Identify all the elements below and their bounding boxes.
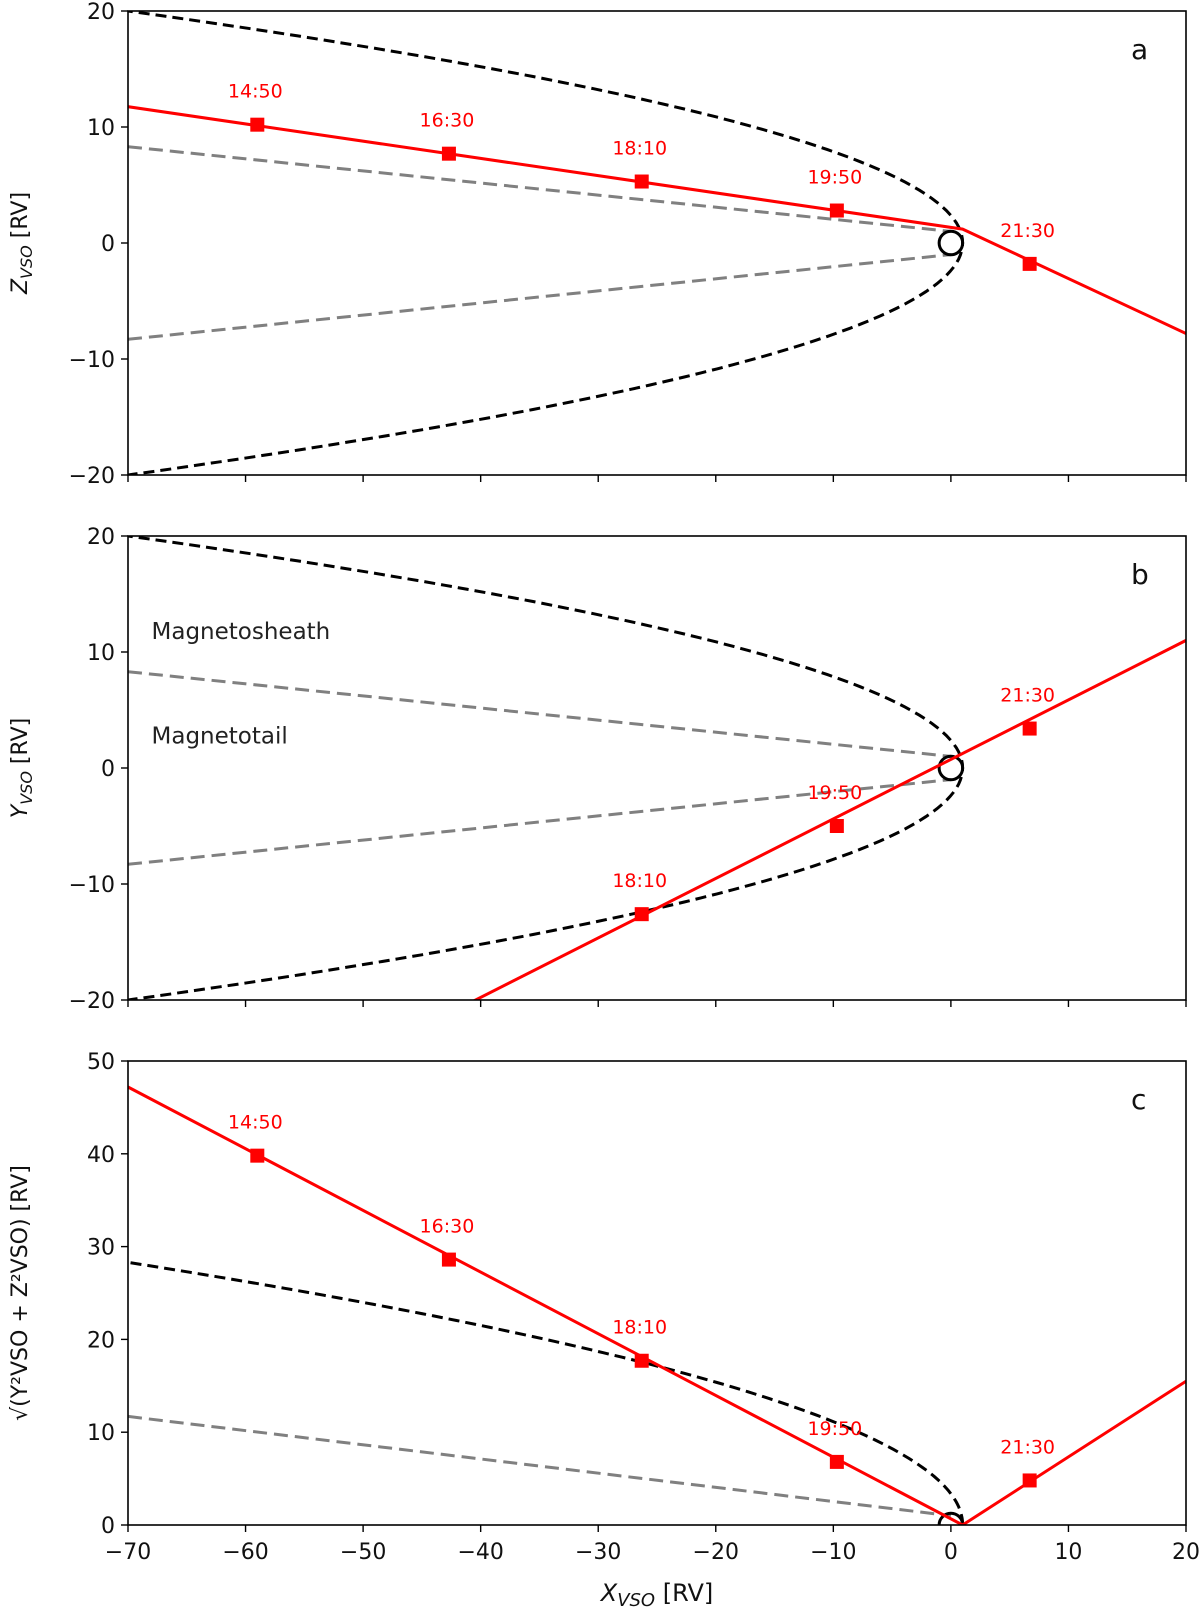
panel-b: 18:10 19:50 21:30 Magnetosheath Magnetotail −… bbox=[8, 525, 1187, 1014]
bow-shock-line bbox=[128, 11, 965, 475]
y-tick-label: 0 bbox=[101, 232, 115, 257]
bow-shock-line bbox=[128, 1260, 965, 1525]
plot-area: 14:50 16:30 18:10 19:50 21:30 bbox=[128, 1085, 1186, 1525]
plot-area: 18:10 19:50 21:30 bbox=[128, 536, 1186, 1000]
trajectory-marker bbox=[250, 1148, 265, 1163]
x-tick-label: 20 bbox=[1172, 1540, 1200, 1565]
marker-time-label: 18:10 bbox=[612, 138, 667, 160]
marker-time-label: 14:50 bbox=[228, 81, 283, 103]
trajectory-marker bbox=[250, 117, 265, 132]
trajectory-marker bbox=[829, 1454, 844, 1469]
marker-time-label: 14:50 bbox=[228, 1112, 283, 1134]
bow-shock-line bbox=[128, 536, 965, 1000]
trajectory-marker bbox=[441, 146, 456, 161]
x-tick-label: −50 bbox=[340, 1540, 386, 1565]
y-tick-label: 10 bbox=[87, 116, 115, 141]
axes-frame bbox=[127, 1060, 1187, 1526]
tail-boundary-upper bbox=[128, 145, 952, 233]
x-tick-label: −70 bbox=[105, 1540, 151, 1565]
region-annotation: Magnetotail bbox=[152, 724, 288, 750]
trajectory-line bbox=[128, 105, 1186, 335]
x-tick-label: −20 bbox=[693, 1540, 739, 1565]
trajectory-marker bbox=[1022, 721, 1037, 736]
y-tick-label: 0 bbox=[101, 1514, 115, 1539]
trajectory-line bbox=[128, 1085, 1186, 1525]
marker-time-label: 21:30 bbox=[1000, 1436, 1055, 1458]
y-tick-label: −10 bbox=[69, 348, 115, 373]
y-tick-label: 20 bbox=[87, 525, 115, 550]
y-tick-label: −10 bbox=[69, 873, 115, 898]
tail-boundary-upper bbox=[128, 670, 952, 758]
x-tick-label: 0 bbox=[944, 1540, 958, 1565]
trajectory-line bbox=[472, 639, 1186, 1000]
axes-frame bbox=[127, 10, 1187, 476]
marker-time-label: 19:50 bbox=[807, 167, 862, 189]
tail-boundary-upper bbox=[128, 1414, 952, 1518]
trajectory-marker bbox=[634, 1353, 649, 1368]
axes-frame bbox=[127, 535, 1187, 1001]
trajectory-marker bbox=[441, 1252, 456, 1267]
x-axis-label: XVSO [RV] bbox=[599, 1579, 714, 1611]
y-tick-label: 20 bbox=[87, 0, 115, 25]
venus-circle bbox=[937, 229, 965, 257]
y-tick-label: 20 bbox=[87, 1328, 115, 1353]
x-tick-label: −60 bbox=[222, 1540, 268, 1565]
y-tick-label: −20 bbox=[69, 464, 115, 489]
tail-boundary-lower bbox=[128, 253, 952, 341]
marker-time-label: 21:30 bbox=[1000, 685, 1055, 707]
panel-letter: b bbox=[1131, 558, 1149, 591]
y-tick-label: 10 bbox=[87, 1421, 115, 1446]
x-tick-label: −10 bbox=[810, 1540, 856, 1565]
y-tick-label: 50 bbox=[87, 1050, 115, 1075]
marker-time-label: 21:30 bbox=[1000, 220, 1055, 242]
y-tick-label: −20 bbox=[69, 989, 115, 1014]
tail-boundary-lower bbox=[128, 778, 952, 866]
y-axis-label: YVSO [RV] bbox=[8, 718, 36, 818]
marker-time-label: 19:50 bbox=[807, 782, 862, 804]
marker-time-label: 16:30 bbox=[420, 110, 475, 132]
x-tick-label: 10 bbox=[1054, 1540, 1082, 1565]
plot-area: 14:50 16:30 18:10 19:50 21:30 bbox=[128, 11, 1186, 475]
trajectory-marker bbox=[634, 907, 649, 922]
region-annotation: Magnetosheath bbox=[152, 619, 331, 645]
y-axis-label: ZVSO [RV] bbox=[8, 192, 36, 295]
panel-letter: c bbox=[1131, 1083, 1146, 1116]
marker-time-label: 19:50 bbox=[807, 1418, 862, 1440]
x-tick-label: −30 bbox=[575, 1540, 621, 1565]
marker-time-label: 18:10 bbox=[612, 1317, 667, 1339]
trajectory-marker bbox=[1022, 256, 1037, 271]
panel-a: 14:50 16:30 18:10 19:50 21:30 −20 −10 0 10 20 a ZVS… bbox=[8, 0, 1187, 489]
y-axis-label: √(Y²VSO + Z²VSO) [RV] bbox=[8, 1165, 33, 1421]
trajectory-marker bbox=[1022, 1473, 1037, 1488]
panel-letter: a bbox=[1131, 33, 1148, 66]
venus-circle bbox=[937, 754, 965, 782]
panel-c: 14:50 16:30 18:10 19:50 21:30 −70 −60 −50 −40 −30… bbox=[8, 1050, 1200, 1611]
y-tick-label: 0 bbox=[101, 757, 115, 782]
y-tick-label: 40 bbox=[87, 1143, 115, 1168]
trajectory-marker bbox=[634, 174, 649, 189]
marker-time-label: 16:30 bbox=[420, 1216, 475, 1238]
trajectory-marker bbox=[829, 819, 844, 833]
y-tick-label: 30 bbox=[87, 1236, 115, 1261]
x-tick-label: −40 bbox=[457, 1540, 503, 1565]
y-tick-label: 10 bbox=[87, 641, 115, 666]
trajectory-marker bbox=[829, 203, 844, 218]
marker-time-label: 18:10 bbox=[612, 870, 667, 892]
